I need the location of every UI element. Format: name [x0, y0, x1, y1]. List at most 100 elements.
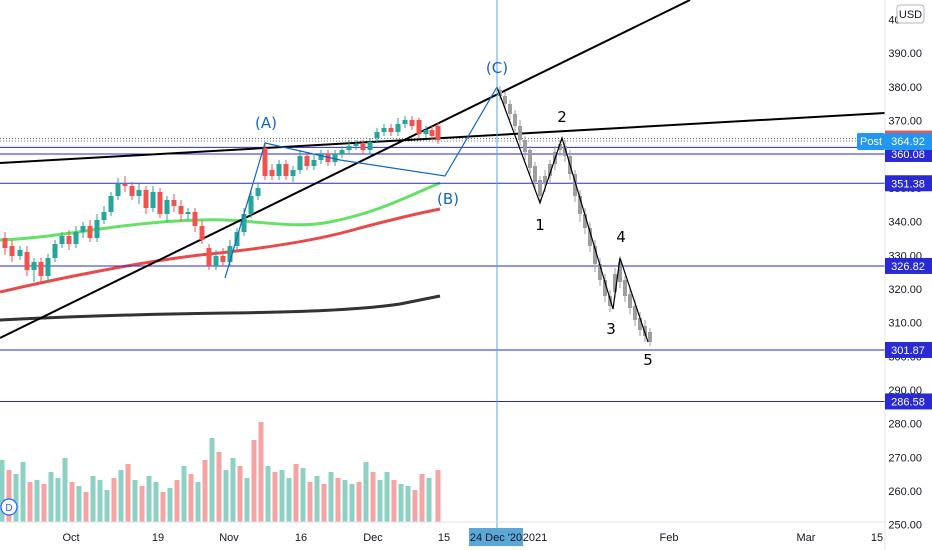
- wave-label: (B): [437, 190, 459, 208]
- wave-label: 4: [616, 228, 626, 246]
- volume-bar: [104, 490, 110, 522]
- volume-badge-label: D: [5, 503, 12, 514]
- crosshair-date: 24 Dec '20: [470, 532, 522, 544]
- volume-bar: [139, 486, 145, 522]
- volume-bar: [258, 422, 264, 522]
- candle-body: [52, 244, 58, 258]
- x-tick-label: Dec: [363, 532, 383, 544]
- volume-bar: [230, 458, 236, 522]
- time-axis: Oct 19 Nov 16 Dec 15 2021 Feb Mar 15: [62, 532, 883, 544]
- candle-body: [108, 196, 114, 212]
- projected-candle-body: [518, 126, 522, 140]
- projected-candle-body: [513, 114, 517, 126]
- candle-body: [429, 130, 435, 136]
- y-tick-label: 320.00: [888, 284, 922, 296]
- candle-body: [66, 236, 72, 244]
- volume-bar: [244, 478, 250, 522]
- volume-bar: [216, 452, 222, 522]
- wave-label: 2: [557, 108, 567, 126]
- candles: [2, 116, 441, 282]
- volume-bar: [384, 472, 390, 522]
- projected-candle-body: [638, 318, 642, 330]
- horizontal-levels: [0, 138, 885, 402]
- volume-bar: [286, 478, 292, 522]
- volume-bar: [167, 488, 173, 522]
- wave-labels: (A) (B) (C) 1 2 3 4 5: [255, 59, 653, 369]
- candle-body: [262, 148, 268, 176]
- candle-body: [136, 190, 142, 196]
- candle-body: [73, 232, 79, 244]
- projected-candle-body: [593, 246, 597, 264]
- candle-body: [311, 160, 317, 166]
- x-tick-label: 16: [295, 532, 307, 544]
- volume-bar: [237, 466, 243, 522]
- candle-body: [31, 262, 37, 270]
- projected-candle-body: [583, 214, 587, 228]
- candle-body: [129, 186, 135, 196]
- candle-body: [122, 184, 128, 186]
- volume-bar: [6, 470, 12, 522]
- volume-bar: [272, 472, 278, 522]
- currency-label: USD: [899, 9, 922, 21]
- volume-bar: [251, 440, 257, 522]
- currency-button[interactable]: USD: [896, 4, 925, 24]
- projected-candle-body: [618, 262, 622, 282]
- volume-bar: [398, 484, 404, 522]
- resistance-trend-line: [0, 112, 886, 164]
- projected-candle-body: [528, 150, 532, 168]
- volume-bar: [13, 474, 19, 522]
- volume-bar: [293, 464, 299, 522]
- candle-body: [206, 248, 212, 266]
- volume-bar: [342, 480, 348, 522]
- y-tick-label: 390.00: [888, 48, 922, 60]
- candle-body: [423, 130, 429, 134]
- volume-bar: [90, 476, 96, 522]
- projected-candle-body: [548, 164, 552, 176]
- volume-bar: [20, 462, 26, 522]
- volume-bar: [435, 470, 441, 522]
- projected-candle-body: [628, 294, 632, 308]
- volume-bar: [34, 480, 40, 522]
- y-tick-label: 280.00: [888, 419, 922, 431]
- y-tick-label: 310.00: [888, 318, 922, 330]
- x-tick-label: 19: [152, 532, 164, 544]
- volume-bar: [391, 480, 397, 522]
- volume-badge[interactable]: D: [0, 498, 18, 516]
- price-level-value: 326.82: [891, 261, 925, 273]
- volume-bar: [419, 474, 425, 522]
- candle-body: [409, 120, 415, 126]
- candle-body: [248, 196, 254, 214]
- candle-body: [94, 220, 100, 238]
- candle-body: [213, 256, 219, 266]
- price-level-badge: [885, 393, 932, 410]
- candle-body: [374, 132, 380, 138]
- projected-candle-body: [573, 174, 577, 196]
- candle-body: [435, 126, 441, 140]
- candle-body: [24, 252, 30, 270]
- projected-candle-body: [598, 264, 602, 280]
- price-level-value: 286.58: [891, 396, 925, 408]
- projected-candle-body: [588, 228, 592, 246]
- volume-bar: [83, 492, 89, 522]
- candle-body: [346, 146, 352, 150]
- projected-candle-body: [533, 166, 537, 182]
- candle-body: [360, 144, 366, 150]
- impulse-wave-path: [496, 86, 649, 343]
- projected-candle-body: [503, 96, 507, 104]
- volume-bar: [202, 460, 208, 522]
- x-tick-label: Feb: [660, 532, 679, 544]
- candle-body: [332, 154, 338, 162]
- volume-bar: [356, 482, 362, 522]
- volume-bar: [363, 462, 369, 522]
- projected-candles: [498, 86, 652, 346]
- candle-body: [38, 262, 44, 276]
- candle-body: [402, 120, 408, 124]
- ma-fast-line: [0, 181, 441, 242]
- y-tick-label: 370.00: [888, 116, 922, 128]
- projected-candle-body: [633, 306, 637, 320]
- x-tick-label: Nov: [219, 532, 239, 544]
- volume-bar: [146, 476, 152, 522]
- moving-averages: [0, 181, 441, 322]
- candle-body: [339, 150, 345, 154]
